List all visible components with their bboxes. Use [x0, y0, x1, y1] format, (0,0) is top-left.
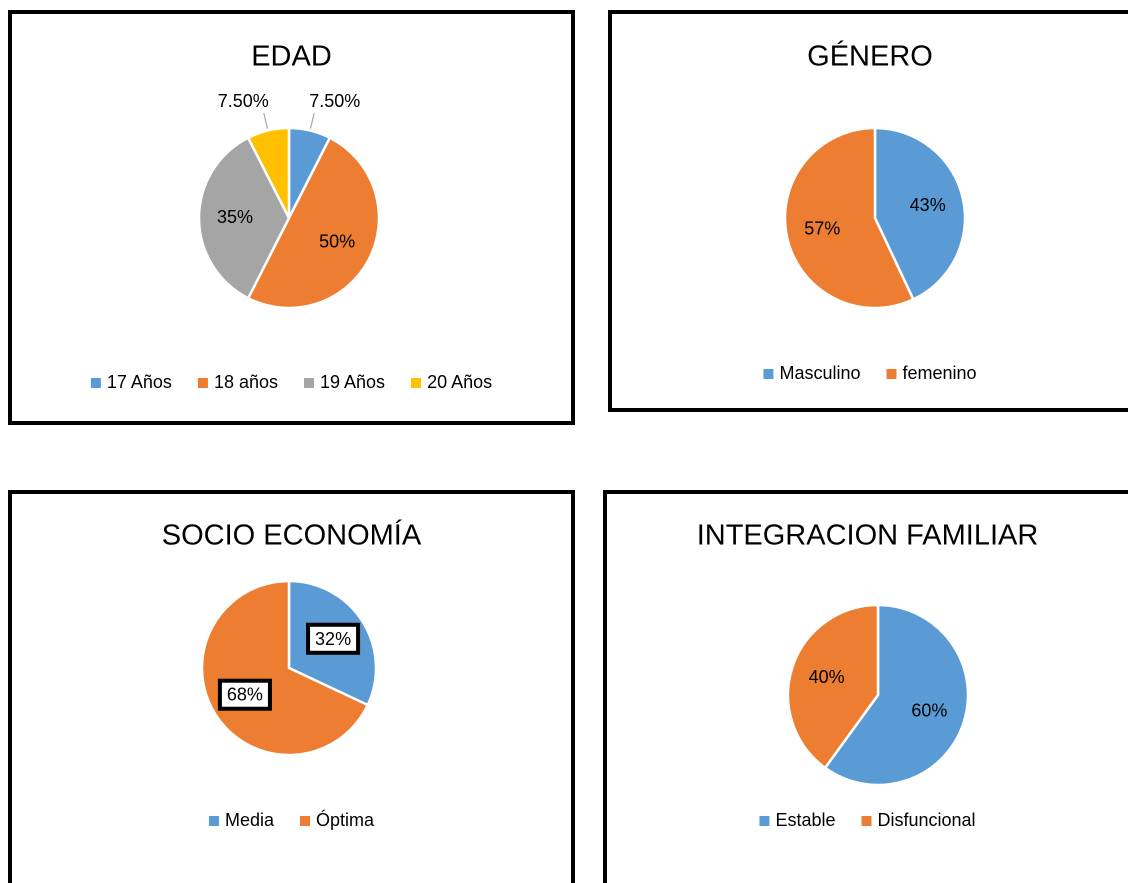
legend-item: Disfuncional	[861, 810, 976, 830]
data-label: 68%	[227, 685, 263, 705]
data-label: 40%	[809, 667, 845, 687]
data-label: 60%	[911, 700, 947, 720]
legend-swatch	[861, 816, 872, 826]
legend-label: Disfuncional	[877, 810, 975, 830]
legend-swatch	[197, 378, 208, 388]
data-label: 57%	[804, 219, 840, 239]
pie-slice	[783, 126, 915, 310]
data-label-box	[306, 622, 361, 655]
chart-frame	[8, 490, 575, 883]
legend-item: Óptima	[300, 809, 375, 830]
chart-title: SOCIO ECONOMÍA	[162, 519, 422, 552]
pie-slice	[823, 603, 970, 787]
legend-label: 17 Años	[107, 372, 172, 392]
leader-line	[309, 112, 315, 129]
leader-line	[263, 112, 269, 129]
legend-label: 18 años	[214, 372, 278, 392]
legend-swatch	[90, 378, 101, 388]
pie-slice	[200, 579, 370, 757]
legend-label: 19 Años	[320, 372, 385, 392]
legend-swatch	[304, 378, 314, 388]
chart-title: GÉNERO	[807, 40, 933, 73]
legend-item: femenino	[886, 363, 977, 383]
legend-item: 20 Años	[411, 372, 492, 392]
legend-swatch	[208, 816, 219, 826]
data-label-box	[217, 678, 272, 711]
legend-label: 20 Años	[427, 372, 492, 392]
data-label: 32%	[315, 629, 351, 649]
legend-item: 19 Años	[304, 372, 385, 392]
data-label: 35%	[217, 207, 253, 227]
legend-label: Media	[225, 810, 275, 830]
legend-item: Media	[208, 810, 275, 830]
legend-swatch	[300, 816, 310, 826]
pie-slice	[197, 136, 291, 300]
chart: EDAD 7.50% 50% 35% 7.50% 17 Años 18 años 19 Año…	[8, 10, 575, 425]
legend-item: 17 Años	[90, 372, 172, 392]
data-label: 50%	[319, 231, 355, 251]
legend-item: Masculino	[763, 363, 860, 383]
data-label: 7.50%	[218, 91, 269, 111]
chart-title: INTEGRACION FAMILIAR	[697, 520, 1039, 552]
chart: SOCIO ECONOMÍA 32% 68% Media Óptima	[8, 490, 575, 883]
legend-swatch	[411, 378, 422, 388]
legend-label: Masculino	[779, 363, 860, 383]
legend-item: 18 años	[197, 372, 278, 392]
chart: INTEGRACION FAMILIAR 60% 40% Estable Disfunc…	[603, 490, 1128, 883]
pie-slice	[246, 136, 381, 310]
legend-item: Estable	[759, 810, 835, 830]
data-label: 7.50%	[309, 91, 360, 111]
legend-label: Estable	[775, 810, 835, 830]
legend-swatch	[759, 816, 770, 826]
legend-swatch	[763, 369, 774, 379]
pie-slice	[786, 603, 880, 770]
chart-title: EDAD	[251, 41, 332, 73]
legend-label: Óptima	[316, 809, 375, 830]
legend-label: femenino	[902, 363, 976, 383]
legend-swatch	[886, 369, 897, 379]
pie-slice	[873, 126, 967, 302]
pie-slice	[246, 126, 291, 219]
data-label: 43%	[910, 195, 946, 215]
chart: GÉNERO 43% 57% Masculino femenino	[608, 10, 1128, 412]
